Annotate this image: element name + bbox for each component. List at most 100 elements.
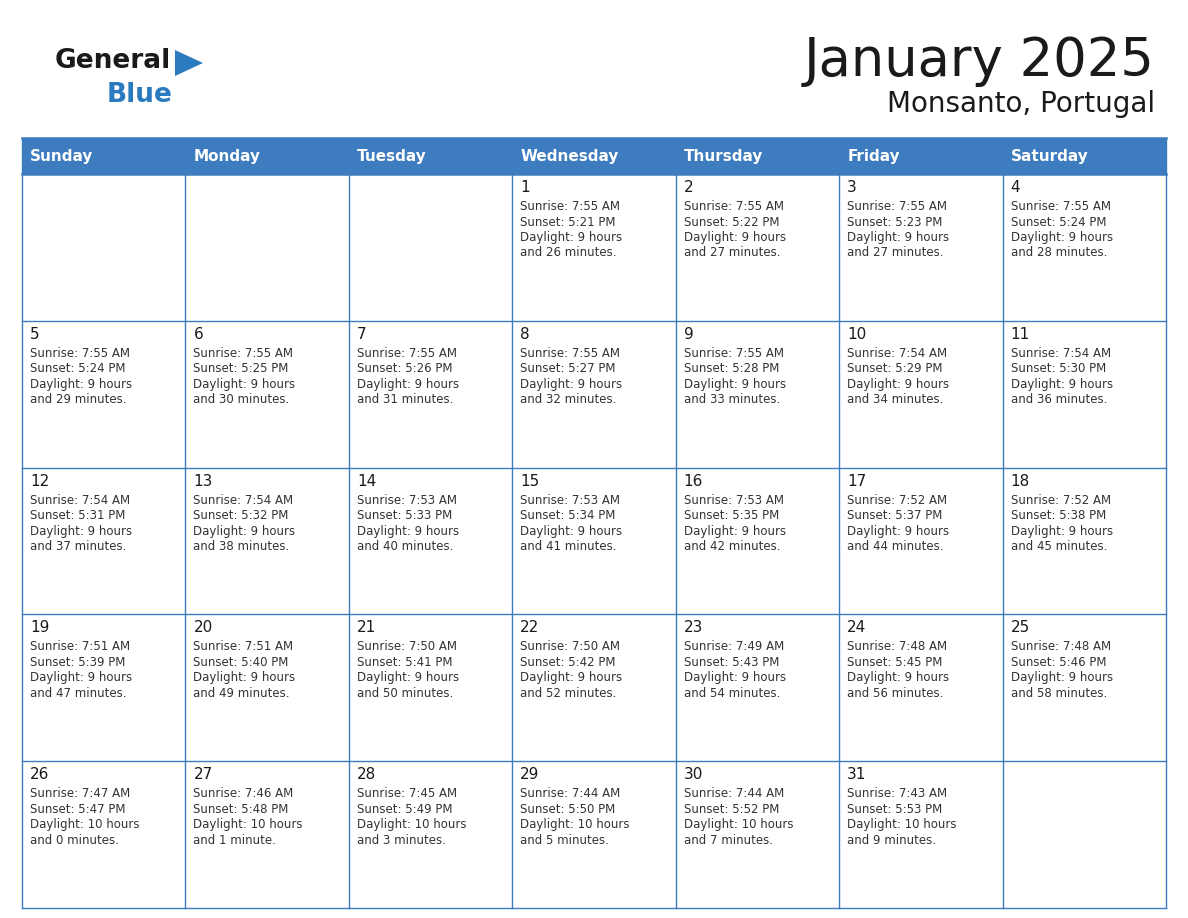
Text: Sunset: 5:28 PM: Sunset: 5:28 PM [684,363,779,375]
Text: 16: 16 [684,474,703,488]
Text: Sunday: Sunday [30,149,94,163]
Text: 3: 3 [847,180,857,195]
Text: and 9 minutes.: and 9 minutes. [847,834,936,846]
Text: 15: 15 [520,474,539,488]
Text: Sunset: 5:32 PM: Sunset: 5:32 PM [194,509,289,522]
Text: Daylight: 9 hours: Daylight: 9 hours [847,378,949,391]
Text: 29: 29 [520,767,539,782]
Text: Daylight: 9 hours: Daylight: 9 hours [847,231,949,244]
Text: 12: 12 [30,474,49,488]
Text: Sunrise: 7:54 AM: Sunrise: 7:54 AM [194,494,293,507]
Text: and 27 minutes.: and 27 minutes. [684,247,781,260]
Text: and 42 minutes.: and 42 minutes. [684,540,781,554]
Text: Sunrise: 7:55 AM: Sunrise: 7:55 AM [684,347,784,360]
Bar [839,614,1003,761]
Bar [676,761,839,908]
Bar [676,320,839,467]
Bar [839,320,1003,467]
Text: Sunrise: 7:43 AM: Sunrise: 7:43 AM [847,788,947,800]
Text: and 49 minutes.: and 49 minutes. [194,687,290,700]
Text: Daylight: 9 hours: Daylight: 9 hours [1011,671,1113,685]
Bar [1003,138,1165,174]
Text: 13: 13 [194,474,213,488]
Text: Sunset: 5:25 PM: Sunset: 5:25 PM [194,363,289,375]
Bar [23,138,185,174]
Text: Monday: Monday [194,149,260,163]
Text: Daylight: 10 hours: Daylight: 10 hours [520,818,630,831]
Text: Daylight: 10 hours: Daylight: 10 hours [684,818,794,831]
Text: 11: 11 [1011,327,1030,341]
Text: and 3 minutes.: and 3 minutes. [356,834,446,846]
Text: Sunrise: 7:53 AM: Sunrise: 7:53 AM [356,494,457,507]
Text: Sunset: 5:29 PM: Sunset: 5:29 PM [847,363,942,375]
Text: and 37 minutes.: and 37 minutes. [30,540,126,554]
Text: and 38 minutes.: and 38 minutes. [194,540,290,554]
Bar [349,614,512,761]
Text: Daylight: 10 hours: Daylight: 10 hours [356,818,467,831]
Text: Sunrise: 7:54 AM: Sunrise: 7:54 AM [1011,347,1111,360]
Text: 14: 14 [356,474,377,488]
Text: Sunrise: 7:54 AM: Sunrise: 7:54 AM [30,494,131,507]
Text: Sunrise: 7:51 AM: Sunrise: 7:51 AM [194,641,293,654]
Text: Sunrise: 7:53 AM: Sunrise: 7:53 AM [684,494,784,507]
Text: 9: 9 [684,327,694,341]
Text: and 27 minutes.: and 27 minutes. [847,247,943,260]
Text: Daylight: 9 hours: Daylight: 9 hours [847,524,949,538]
Text: Sunset: 5:43 PM: Sunset: 5:43 PM [684,655,779,669]
Text: and 0 minutes.: and 0 minutes. [30,834,119,846]
Text: Daylight: 10 hours: Daylight: 10 hours [30,818,139,831]
Text: Sunset: 5:37 PM: Sunset: 5:37 PM [847,509,942,522]
Text: 5: 5 [30,327,39,341]
Bar [185,614,349,761]
Bar [1003,761,1165,908]
Text: and 7 minutes.: and 7 minutes. [684,834,772,846]
Text: 8: 8 [520,327,530,341]
Text: Sunset: 5:53 PM: Sunset: 5:53 PM [847,802,942,816]
Bar [349,174,512,320]
Bar [1003,614,1165,761]
Text: and 44 minutes.: and 44 minutes. [847,540,943,554]
Text: Sunrise: 7:52 AM: Sunrise: 7:52 AM [1011,494,1111,507]
Text: and 56 minutes.: and 56 minutes. [847,687,943,700]
Text: and 31 minutes.: and 31 minutes. [356,393,454,407]
Bar [1003,320,1165,467]
Bar [512,467,676,614]
Text: and 1 minute.: and 1 minute. [194,834,277,846]
Bar [23,174,185,320]
Text: Daylight: 9 hours: Daylight: 9 hours [30,671,132,685]
Polygon shape [175,50,203,76]
Text: Sunrise: 7:54 AM: Sunrise: 7:54 AM [847,347,947,360]
Text: Daylight: 9 hours: Daylight: 9 hours [520,378,623,391]
Text: Sunrise: 7:55 AM: Sunrise: 7:55 AM [30,347,129,360]
Bar [512,138,676,174]
Text: 19: 19 [30,621,50,635]
Text: Sunset: 5:50 PM: Sunset: 5:50 PM [520,802,615,816]
Text: and 32 minutes.: and 32 minutes. [520,393,617,407]
Text: 22: 22 [520,621,539,635]
Text: Daylight: 9 hours: Daylight: 9 hours [684,378,785,391]
Bar [512,320,676,467]
Text: and 30 minutes.: and 30 minutes. [194,393,290,407]
Bar [839,467,1003,614]
Bar [185,320,349,467]
Bar [185,761,349,908]
Text: Sunrise: 7:44 AM: Sunrise: 7:44 AM [520,788,620,800]
Text: Sunset: 5:24 PM: Sunset: 5:24 PM [1011,216,1106,229]
Bar [1003,467,1165,614]
Text: 28: 28 [356,767,377,782]
Text: 30: 30 [684,767,703,782]
Text: Sunset: 5:39 PM: Sunset: 5:39 PM [30,655,126,669]
Text: Sunset: 5:35 PM: Sunset: 5:35 PM [684,509,779,522]
Text: Sunrise: 7:55 AM: Sunrise: 7:55 AM [520,200,620,213]
Text: January 2025: January 2025 [804,35,1155,87]
Text: Sunset: 5:23 PM: Sunset: 5:23 PM [847,216,942,229]
Text: Blue: Blue [107,82,173,108]
Text: Sunset: 5:41 PM: Sunset: 5:41 PM [356,655,453,669]
Bar [839,761,1003,908]
Text: and 26 minutes.: and 26 minutes. [520,247,617,260]
Text: Sunset: 5:52 PM: Sunset: 5:52 PM [684,802,779,816]
Text: and 34 minutes.: and 34 minutes. [847,393,943,407]
Bar [185,138,349,174]
Bar [349,320,512,467]
Bar [676,467,839,614]
